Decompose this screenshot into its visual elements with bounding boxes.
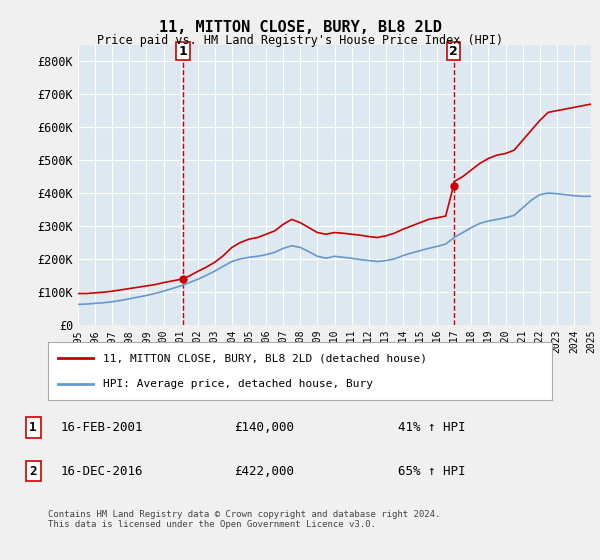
Text: 65% ↑ HPI: 65% ↑ HPI — [398, 465, 466, 478]
Text: 16-DEC-2016: 16-DEC-2016 — [61, 465, 143, 478]
Text: 1: 1 — [29, 421, 37, 434]
Text: 1: 1 — [178, 45, 187, 58]
Text: 16-FEB-2001: 16-FEB-2001 — [61, 421, 143, 434]
Text: 11, MITTON CLOSE, BURY, BL8 2LD (detached house): 11, MITTON CLOSE, BURY, BL8 2LD (detache… — [103, 353, 427, 363]
Text: 2: 2 — [29, 465, 37, 478]
Text: £422,000: £422,000 — [234, 465, 294, 478]
Text: 41% ↑ HPI: 41% ↑ HPI — [398, 421, 466, 434]
Text: HPI: Average price, detached house, Bury: HPI: Average price, detached house, Bury — [103, 379, 373, 389]
Text: Price paid vs. HM Land Registry's House Price Index (HPI): Price paid vs. HM Land Registry's House … — [97, 34, 503, 46]
Text: 11, MITTON CLOSE, BURY, BL8 2LD: 11, MITTON CLOSE, BURY, BL8 2LD — [158, 20, 442, 35]
Text: Contains HM Land Registry data © Crown copyright and database right 2024.
This d: Contains HM Land Registry data © Crown c… — [48, 510, 440, 529]
Text: 2: 2 — [449, 45, 458, 58]
Text: £140,000: £140,000 — [234, 421, 294, 434]
